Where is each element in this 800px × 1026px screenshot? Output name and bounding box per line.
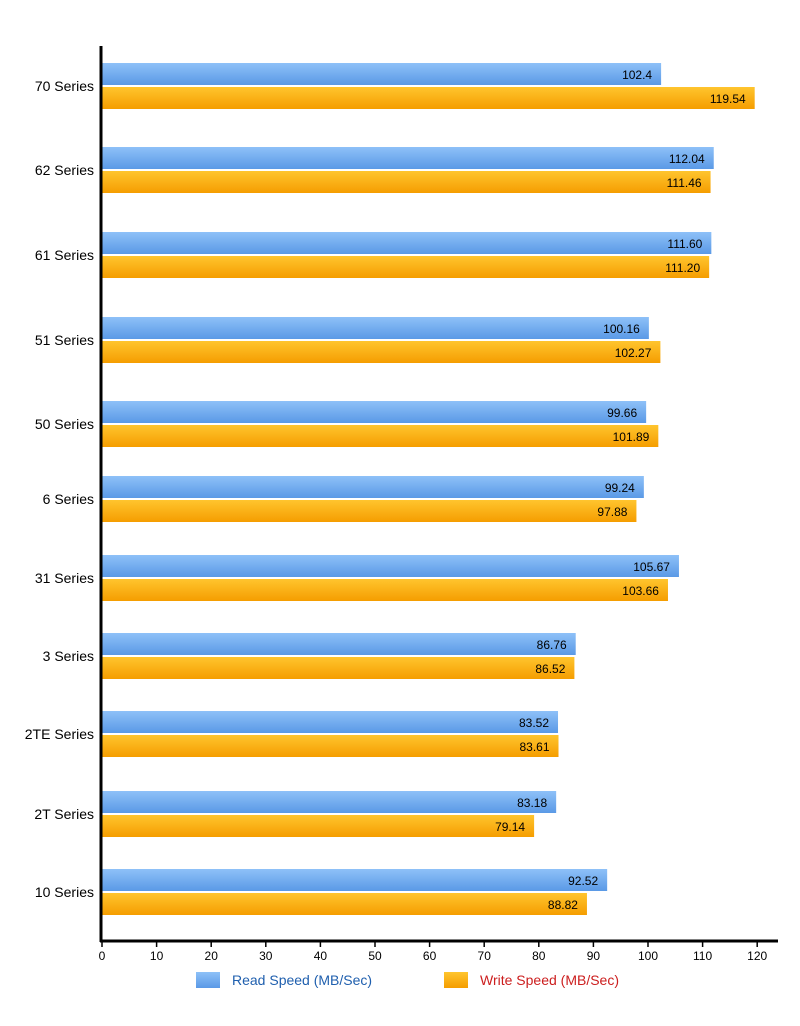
category-label: 2TE Series: [25, 726, 94, 742]
read-speed-bar: [101, 633, 576, 655]
write-speed-value-label: 97.88: [597, 505, 627, 519]
x-tick-label: 20: [205, 949, 219, 963]
read-speed-bar: [101, 401, 647, 423]
x-tick-label: 100: [638, 949, 658, 963]
write-speed-bar: [101, 171, 711, 193]
legend-item-write: Write Speed (MB/Sec): [444, 970, 619, 990]
write-speed-bar: [101, 425, 659, 447]
category-label: 61 Series: [35, 247, 94, 263]
write-speed-bar: [101, 500, 637, 522]
legend-label-read: Read Speed (MB/Sec): [232, 972, 373, 988]
read-speed-bar: [101, 232, 712, 254]
read-speed-value-label: 92.52: [568, 874, 598, 888]
write-speed-bar: [101, 893, 587, 915]
read-speed-bar: [101, 147, 714, 169]
category-labels: 70 Series 62 Series 61 Series 51 Series 50 S…: [25, 78, 94, 900]
write-speed-bar: [101, 815, 535, 837]
category-label: 2T Series: [34, 806, 94, 822]
write-speed-value-label: 111.20: [665, 261, 700, 275]
write-speed-value-label: 83.61: [519, 740, 549, 754]
write-speed-bar: [101, 657, 575, 679]
legend: Read Speed (MB/Sec) Write Speed (MB/Sec): [0, 970, 800, 992]
write-speed-bar: [101, 256, 710, 278]
category-label: 3 Series: [43, 648, 94, 664]
read-speed-bar: [101, 555, 679, 577]
x-tick-label: 0: [99, 949, 106, 963]
category-label: 31 Series: [35, 570, 94, 586]
write-speed-value-label: 102.27: [615, 346, 652, 360]
x-tick-label: 80: [532, 949, 546, 963]
write-speed-value-label: 111.46: [667, 176, 702, 190]
write-speed-value-label: 103.66: [622, 584, 659, 598]
category-label: 6 Series: [43, 491, 94, 507]
write-speed-value-label: 101.89: [613, 430, 650, 444]
category-label: 50 Series: [35, 416, 94, 432]
write-speed-bar: [101, 341, 661, 363]
x-tick-label: 120: [747, 949, 767, 963]
write-speed-bar: [101, 87, 755, 109]
read-speed-value-label: 99.24: [605, 481, 635, 495]
read-speed-bar: [101, 869, 608, 891]
read-speed-bar: [101, 476, 644, 498]
bars-group: 102.4 119.54 112.04 111.46 111.60 111.20 100.1…: [101, 63, 755, 915]
category-label: 51 Series: [35, 332, 94, 348]
read-speed-value-label: 112.04: [669, 152, 705, 166]
legend-label-write: Write Speed (MB/Sec): [480, 972, 620, 988]
x-tick-label: 110: [693, 949, 712, 963]
x-tick-label: 60: [423, 949, 437, 963]
x-tick-label: 50: [368, 949, 382, 963]
legend-swatch-read: [196, 972, 220, 988]
category-label: 62 Series: [35, 162, 94, 178]
read-speed-value-label: 83.52: [519, 716, 549, 730]
read-speed-bar: [101, 711, 559, 733]
write-speed-value-label: 119.54: [710, 92, 746, 106]
write-speed-bar: [101, 735, 559, 757]
read-speed-value-label: 102.4: [622, 68, 652, 82]
x-axis-ticks: 0 10 20 30 40 50 60 70 80 90 100 110 120: [99, 941, 768, 963]
x-tick-label: 30: [259, 949, 273, 963]
read-speed-bar: [101, 317, 649, 339]
legend-swatch-write: [444, 972, 468, 988]
legend-item-read: Read Speed (MB/Sec): [196, 970, 372, 990]
write-speed-value-label: 79.14: [495, 820, 525, 834]
read-speed-bar: [101, 63, 662, 85]
write-speed-bar: [101, 579, 668, 601]
read-speed-value-label: 100.16: [603, 322, 640, 336]
write-speed-value-label: 86.52: [535, 662, 565, 676]
x-tick-label: 90: [587, 949, 601, 963]
x-tick-label: 70: [478, 949, 492, 963]
write-speed-value-label: 88.82: [548, 898, 578, 912]
x-tick-label: 40: [314, 949, 328, 963]
read-speed-value-label: 105.67: [633, 560, 670, 574]
read-speed-value-label: 83.18: [517, 796, 547, 810]
read-speed-bar: [101, 791, 557, 813]
read-speed-value-label: 111.60: [667, 237, 702, 251]
category-label: 70 Series: [35, 78, 94, 94]
x-tick-label: 10: [150, 949, 164, 963]
read-speed-value-label: 86.76: [537, 638, 567, 652]
read-speed-value-label: 99.66: [607, 406, 637, 420]
category-label: 10 Series: [35, 884, 94, 900]
